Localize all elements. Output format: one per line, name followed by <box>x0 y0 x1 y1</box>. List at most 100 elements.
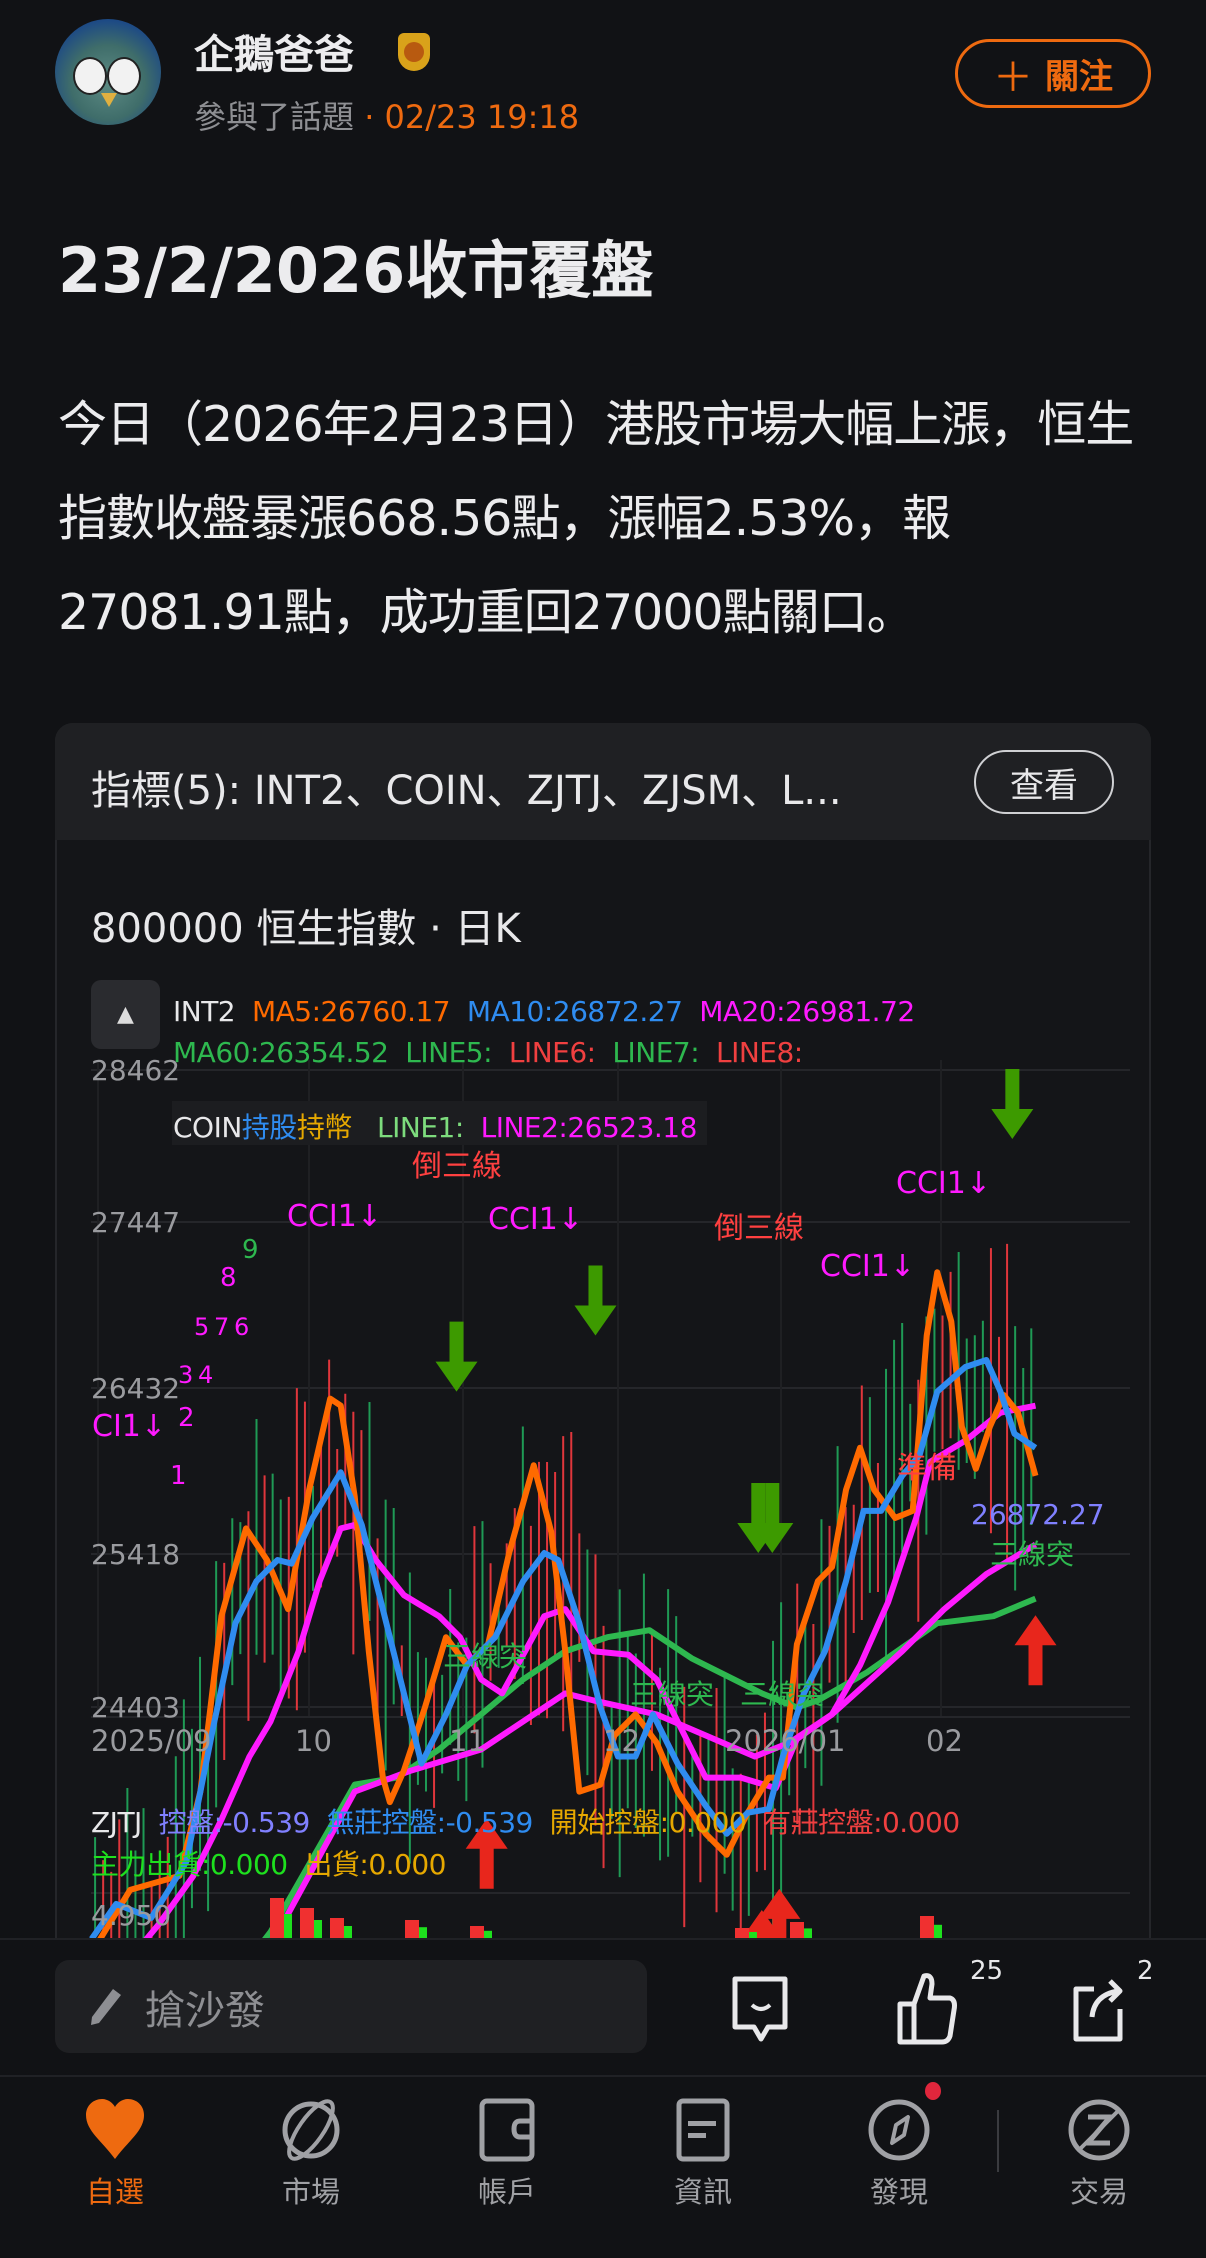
zjtj-bar <box>300 1908 314 1938</box>
notification-dot <box>925 2082 941 2100</box>
plus-icon: ＋ <box>993 54 1033 101</box>
indicator-list: 指標(5): INT2、COIN、ZJTJ、ZJSM、L... <box>91 768 842 814</box>
legend-coin: COIN <box>173 1111 242 1144</box>
annotation-reverse-three: 倒三線 <box>714 1211 804 1246</box>
x-tick: 12 <box>603 1724 640 1758</box>
share-icon[interactable] <box>1072 1975 1130 2043</box>
nav-item-account[interactable]: 帳戶 <box>447 2097 567 2211</box>
annotation-cci: CCI1↓ <box>287 1199 382 1234</box>
annotation-three-break: 三線突 <box>443 1640 528 1673</box>
bottom-nav <box>0 2075 1206 2258</box>
avatar[interactable] <box>55 19 161 125</box>
zjtj-bar <box>419 1927 427 1938</box>
buy-signal-down-arrow-icon <box>574 1265 617 1336</box>
count-label: 3 <box>178 1361 194 1389</box>
x-tick: 02 <box>926 1724 963 1758</box>
ma20-line <box>91 1402 1037 1974</box>
follow-button[interactable]: ＋ 關注 <box>955 39 1151 108</box>
annotation-prepare: 準備 <box>897 1451 957 1486</box>
y-tick: 28462 <box>91 1054 181 1087</box>
collapse-legend-button[interactable]: ▲ <box>91 980 160 1049</box>
zjtj-bar <box>270 1898 284 1938</box>
legend-ma5: MA5:26760.17 <box>251 995 451 1028</box>
post-body: 今日（2026年2月23日）港股市場大幅上漲，恒生指數收盤暴漲668.56點，漲… <box>58 396 1134 641</box>
nav-label: 市場 <box>281 2175 340 2209</box>
post-meta: 參與了話題 · 02/23 19:18 <box>194 92 579 138</box>
annotation-cci: CCI1↓ <box>488 1202 583 1237</box>
avatar-eye <box>73 57 107 95</box>
nav-item-trade[interactable]: 交易 <box>1039 2097 1159 2211</box>
legend-ma10: MA10:26872.27 <box>466 995 683 1028</box>
zjtj-bar <box>804 1928 812 1938</box>
legend-ma20: MA20:26981.72 <box>699 995 915 1028</box>
legend-hold-stock: 持股 <box>241 1111 298 1144</box>
annotation-reverse-three: 倒三線 <box>412 1149 502 1184</box>
legend-line6: LINE6: <box>508 1036 596 1069</box>
nav-item-watchlist[interactable]: 自選 <box>55 2097 175 2211</box>
count-label: 7 <box>214 1313 230 1341</box>
nav-item-market[interactable]: 市場 <box>251 2097 371 2211</box>
signal-up-arrow-icon <box>465 1818 508 1889</box>
annotation-three-break: 三線突 <box>630 1678 715 1711</box>
buy-signal-down-arrow-icon <box>435 1321 478 1392</box>
signal-up-arrow-icon <box>758 1888 801 1959</box>
activity-text: 參與了話題 <box>194 98 355 136</box>
ma5-line <box>89 1269 1039 1955</box>
triangle-up-icon: ▲ <box>117 1002 134 1027</box>
annotation-cci: CCI1↓ <box>820 1249 915 1284</box>
y-tick: 26432 <box>91 1372 181 1405</box>
zjtj-chuhuo: 出貨:0.000 <box>304 1848 446 1881</box>
count-label: 6 <box>234 1313 250 1341</box>
zjtj-bar <box>405 1920 419 1938</box>
y-tick: 24403 <box>91 1691 181 1724</box>
legend-hold-cash: 持幣 <box>296 1111 353 1144</box>
avatar-eye <box>107 57 141 95</box>
author-name[interactable]: 企鵝爸爸 <box>194 32 354 78</box>
count-label: 2 <box>178 1403 195 1433</box>
comment-input[interactable]: 搶沙發 <box>55 1960 647 2053</box>
last-value-label: 26872.27 <box>971 1498 1105 1531</box>
legend-line2: LINE2:26523.18 <box>480 1111 698 1144</box>
count-label: 9 <box>242 1235 259 1265</box>
like-count: 25 <box>970 1956 1004 1986</box>
zjtj-bar <box>790 1922 804 1938</box>
nav-divider <box>997 2110 999 2172</box>
x-tick: 2025/09 <box>91 1724 212 1758</box>
zjtj-zhuli: 主力出貨:0.000 <box>91 1848 288 1881</box>
zjtj-bar <box>484 1930 492 1938</box>
planet-icon <box>282 2099 340 2161</box>
count-label: 5 <box>194 1313 210 1341</box>
card-header <box>55 723 1151 840</box>
count-label: 4 <box>198 1361 214 1389</box>
zjtj-kongpan: 控盤:-0.539 <box>158 1806 311 1839</box>
y-tick: 27447 <box>91 1206 181 1239</box>
avatar-beak <box>101 93 117 107</box>
legend-ma60: MA60:26354.52 <box>173 1036 389 1069</box>
comment-icon[interactable] <box>730 1975 792 2045</box>
follow-label: 關注 <box>1045 57 1113 97</box>
zjtj-name: ZJTJ <box>91 1806 142 1839</box>
ma10-line <box>89 1357 1038 1941</box>
verified-badge-icon <box>398 33 430 71</box>
separator: · <box>364 98 375 136</box>
heart-icon <box>86 2099 144 2159</box>
coin-legend: COIN持股持幣 LINE1: LINE2:26523.18 <box>173 1106 697 1146</box>
buy-signal-down-arrow-icon <box>991 1068 1034 1139</box>
zjtj-bar <box>344 1926 352 1938</box>
trade-icon <box>1068 2099 1130 2161</box>
nav-item-discover[interactable]: 發現 <box>839 2097 959 2211</box>
view-button[interactable]: 查看 <box>974 750 1114 814</box>
like-icon[interactable] <box>896 1970 962 2046</box>
compass-icon <box>868 2099 930 2161</box>
nav-item-news[interactable]: 資訊 <box>643 2097 763 2211</box>
zjtj-bar <box>920 1916 934 1938</box>
zjtj-bar <box>330 1918 344 1938</box>
post-time: 02/23 19:18 <box>384 98 580 136</box>
y-tick: 25418 <box>91 1538 181 1571</box>
count-label: 1 <box>170 1461 187 1491</box>
zjtj-bar <box>470 1926 484 1938</box>
stock-title[interactable]: 800000 恒生指數 · 日K <box>91 906 521 952</box>
zjtj-kaishi: 開始控盤:0.000 <box>549 1806 747 1839</box>
nav-label: 自選 <box>85 2175 144 2209</box>
nav-label: 發現 <box>869 2175 928 2209</box>
